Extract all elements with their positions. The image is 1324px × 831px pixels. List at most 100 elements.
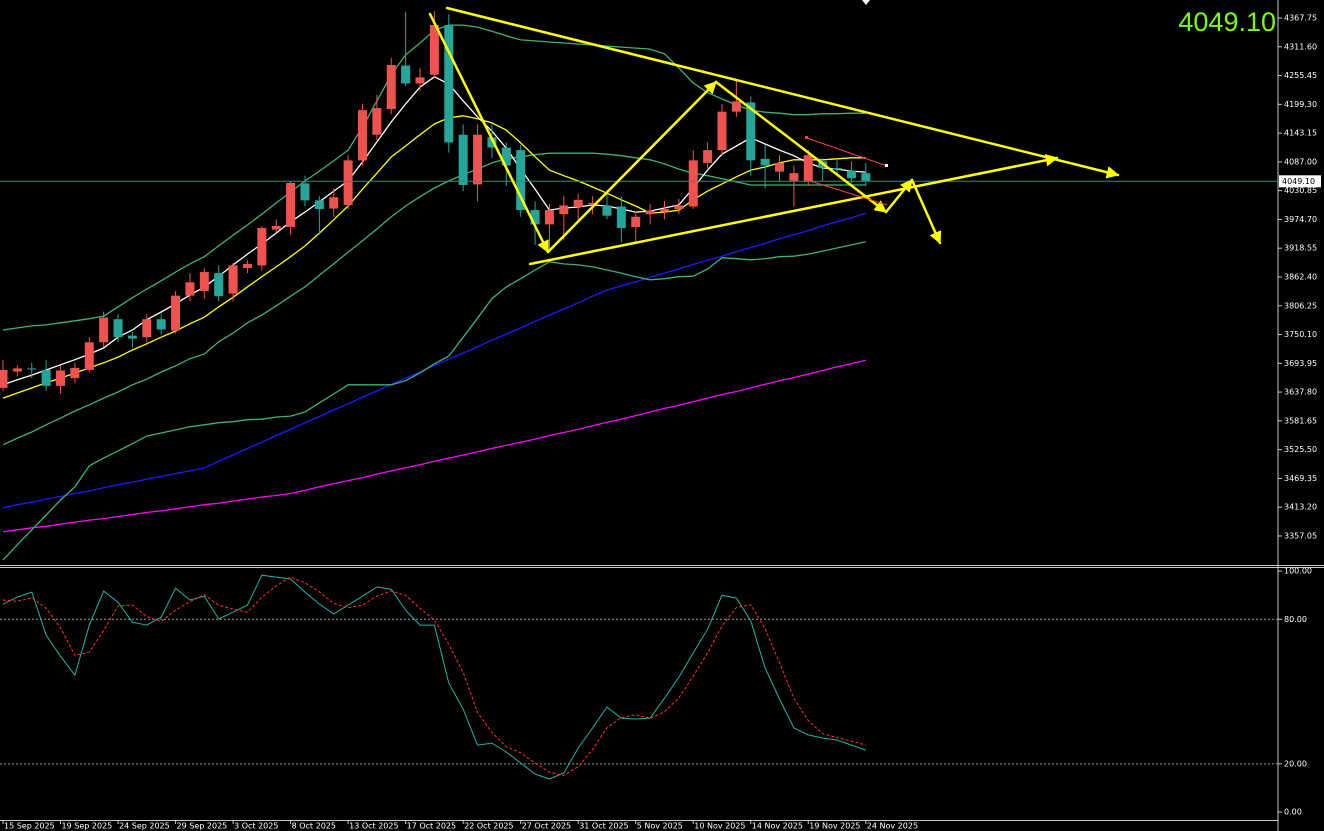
candle-body [789, 173, 799, 181]
candle-body [257, 227, 267, 266]
candle-body [645, 210, 655, 215]
candle-body [516, 150, 526, 211]
candle-body [27, 368, 37, 370]
candle-body [156, 319, 166, 330]
candle-body [171, 295, 181, 331]
channel-line [806, 137, 888, 167]
candle-body [659, 209, 669, 212]
candle-body [214, 273, 224, 297]
candle-body [386, 65, 396, 110]
y-tick-label: 4367.75 [1284, 14, 1317, 23]
candle-body [861, 173, 871, 182]
x-tick-label: 13 Oct 2025 [349, 822, 398, 831]
indicator-line [2, 241, 866, 561]
x-tick-label: 29 Sep 2025 [177, 822, 228, 831]
candle-body [41, 369, 51, 386]
y-tick-label: 3974.70 [1284, 215, 1317, 224]
candle-body [803, 155, 813, 182]
candle-body [473, 134, 483, 185]
indicator-line [2, 574, 866, 780]
candle-body [300, 183, 310, 201]
x-tick-label: 17 Oct 2025 [407, 822, 456, 831]
indicator-line [2, 152, 866, 446]
wave-arrow [546, 80, 718, 254]
candle-body [458, 134, 468, 185]
indicator-line [2, 576, 866, 776]
y-tick-label: 3525.50 [1284, 445, 1317, 454]
x-tick-label: 19 Nov 2025 [809, 822, 860, 831]
y-tick-label: 4030.85 [1284, 186, 1317, 195]
candle-body [286, 182, 296, 227]
candle-body [99, 317, 109, 343]
y-tick-label: 100.00 [1284, 567, 1312, 576]
x-tick-label: 15 Sep 2025 [4, 822, 55, 831]
candle-body [588, 202, 598, 204]
y-tick-label: 3637.80 [1284, 388, 1317, 397]
candle-body [429, 25, 439, 75]
y-tick-label: 3862.40 [1284, 272, 1317, 281]
candle-body [228, 265, 238, 294]
x-tick-label: 8 Oct 2025 [292, 822, 336, 831]
y-tick-label: 20.00 [1284, 759, 1307, 768]
candle-body [487, 137, 497, 148]
candle-body [242, 263, 252, 268]
y-tick-label: 3918.55 [1284, 244, 1317, 253]
candle-body [56, 370, 66, 386]
candle-body [559, 205, 569, 215]
x-tick-label: 19 Sep 2025 [62, 822, 113, 831]
anchor-dot [805, 136, 808, 139]
indicator-line [2, 115, 866, 399]
candle-body [530, 210, 540, 225]
candle-body [358, 110, 367, 161]
current-price: 4049.10 [1178, 7, 1276, 37]
candle-body [501, 147, 511, 166]
candle-body [113, 319, 123, 338]
y-tick-label: 4199.30 [1284, 100, 1317, 109]
candle-body [314, 200, 324, 210]
y-tick-label: 0.00 [1284, 808, 1302, 817]
y-tick-label: 3750.10 [1284, 330, 1317, 339]
candle-body [544, 210, 554, 225]
candle-body [444, 25, 454, 143]
wave-arrow [910, 178, 942, 245]
candle-body [616, 206, 626, 228]
candle-body [415, 77, 425, 84]
candle-body [775, 162, 785, 172]
x-tick-label: 24 Sep 2025 [119, 822, 170, 831]
anchor-dot [885, 164, 888, 167]
candle-body [573, 199, 583, 207]
candle-body [343, 160, 353, 205]
y-tick-label: 3413.20 [1284, 503, 1317, 512]
x-tick-label: 24 Nov 2025 [867, 822, 918, 831]
channel-line [806, 179, 888, 206]
candle-body [142, 319, 152, 338]
y-tick-label: 3469.35 [1284, 474, 1317, 483]
wave-arrow [428, 12, 550, 254]
candle-body [0, 369, 8, 388]
plot-area [0, 11, 1278, 780]
candle-body [688, 160, 698, 207]
candle-body [631, 216, 641, 227]
candle-body [12, 368, 22, 372]
price-tag [1279, 175, 1321, 188]
wave-arrow [884, 178, 914, 214]
y-tick-label: 3357.05 [1284, 531, 1317, 540]
candle-body [731, 101, 741, 112]
x-tick-label: 22 Oct 2025 [464, 822, 513, 831]
indicator-line [2, 359, 866, 533]
y-tick-label: 4255.45 [1284, 71, 1317, 80]
candle-body [846, 170, 856, 179]
y-tick-label: 4143.15 [1284, 129, 1317, 138]
candle-body [602, 205, 612, 216]
candle-body [674, 205, 684, 210]
x-tick-label: 14 Nov 2025 [752, 822, 803, 831]
wave-arrow [714, 80, 888, 214]
x-tick-label: 10 Nov 2025 [694, 822, 745, 831]
y-tick-label: 80.00 [1284, 615, 1307, 624]
y-tick-label: 4087.00 [1284, 157, 1317, 166]
period-marker [862, 0, 870, 5]
candle-body [372, 108, 382, 135]
trend-line [528, 154, 1059, 266]
